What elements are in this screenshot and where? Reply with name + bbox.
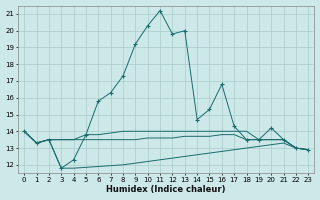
X-axis label: Humidex (Indice chaleur): Humidex (Indice chaleur) [107,185,226,194]
